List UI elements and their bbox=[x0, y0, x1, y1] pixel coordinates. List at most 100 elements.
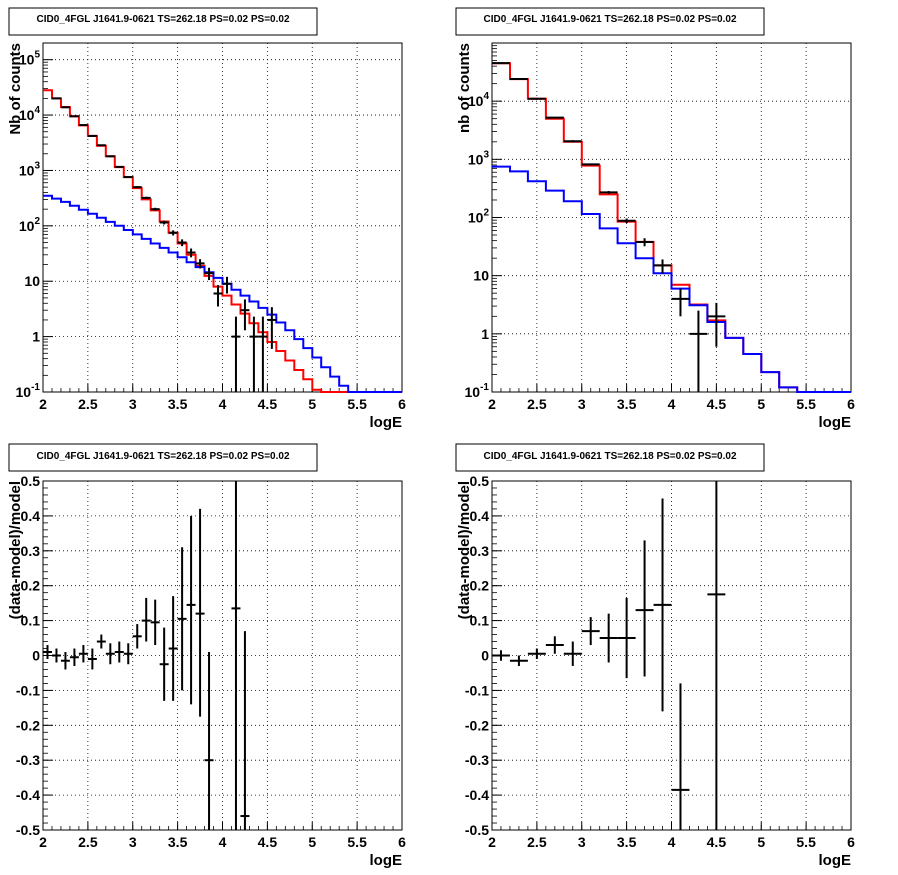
x-tick-label: 2 bbox=[39, 396, 47, 412]
y-tick-label: 0.4 bbox=[21, 508, 41, 524]
y-tick-label: -0.5 bbox=[465, 822, 489, 838]
chart-title-box bbox=[8, 443, 318, 472]
y-axis-label: Nb of counts bbox=[7, 43, 24, 135]
data-point bbox=[114, 165, 124, 168]
data-point bbox=[240, 299, 250, 331]
y-axis-label: (data-model)/model bbox=[456, 481, 473, 619]
y-tick-label: 102 bbox=[468, 208, 490, 226]
x-tick-label: 6 bbox=[847, 834, 855, 850]
data-point bbox=[96, 144, 106, 147]
data-point bbox=[204, 652, 214, 830]
y-tick-label: 1 bbox=[481, 326, 489, 342]
chart-title: CID0_4FGL J1641.9-0621 TS=262.18 PS=0.02… bbox=[36, 451, 289, 462]
x-tick-label: 3.5 bbox=[168, 396, 188, 412]
x-tick-label: 5 bbox=[757, 396, 765, 412]
data-point bbox=[159, 627, 169, 701]
x-tick-label: 4 bbox=[219, 396, 227, 412]
y-tick-label: 103 bbox=[468, 149, 490, 167]
y-tick-label: 0.5 bbox=[21, 473, 41, 489]
x-axis-label: logE bbox=[819, 414, 852, 431]
data-point bbox=[186, 248, 196, 258]
data-point bbox=[87, 134, 97, 137]
x-tick-label: 5.5 bbox=[347, 834, 367, 850]
x-tick-label: 4.5 bbox=[707, 834, 727, 850]
x-tick-label: 3 bbox=[129, 396, 137, 412]
data-point bbox=[51, 648, 61, 663]
x-tick-label: 6 bbox=[847, 396, 855, 412]
data-point bbox=[60, 652, 70, 670]
data-point bbox=[105, 643, 115, 665]
y-tick-label: -0.3 bbox=[16, 752, 40, 768]
data-point bbox=[249, 316, 259, 392]
y-tick-label: 0.1 bbox=[21, 613, 41, 629]
y-tick-label: 0.4 bbox=[470, 508, 490, 524]
x-axis-label: logE bbox=[819, 852, 852, 869]
data-point bbox=[141, 196, 151, 200]
data-point bbox=[671, 683, 690, 830]
x-tick-label: 5 bbox=[757, 834, 765, 850]
y-tick-label: 1 bbox=[32, 329, 40, 345]
x-tick-label: 2.5 bbox=[527, 834, 547, 850]
data-point bbox=[204, 267, 214, 281]
x-tick-label: 3.5 bbox=[617, 834, 637, 850]
data-point bbox=[51, 97, 61, 100]
data-point bbox=[132, 186, 142, 189]
data-point bbox=[258, 316, 268, 392]
data-point bbox=[509, 655, 528, 666]
x-tick-label: 2.5 bbox=[527, 396, 547, 412]
chart-title-box bbox=[455, 7, 765, 36]
data-point bbox=[168, 596, 178, 701]
data-point bbox=[195, 508, 205, 717]
data-point bbox=[653, 498, 672, 712]
y-tick-label: 0.5 bbox=[470, 473, 490, 489]
data-point bbox=[527, 648, 546, 659]
y-tick-label: 0 bbox=[481, 648, 489, 664]
source-model-histogram bbox=[492, 165, 851, 393]
plot-frame bbox=[491, 480, 852, 831]
x-tick-label: 4 bbox=[668, 396, 676, 412]
x-tick-label: 5 bbox=[308, 396, 316, 412]
chart-title: CID0_4FGL J1641.9-0621 TS=262.18 PS=0.02… bbox=[36, 14, 289, 25]
data-point bbox=[69, 648, 79, 666]
x-tick-label: 4.5 bbox=[258, 834, 278, 850]
data-point bbox=[509, 78, 528, 81]
plot-frame bbox=[491, 42, 852, 393]
y-tick-label: -0.3 bbox=[465, 752, 489, 768]
data-point bbox=[195, 259, 205, 269]
data-point bbox=[599, 613, 618, 663]
data-point bbox=[114, 641, 124, 663]
data-point bbox=[240, 631, 250, 830]
x-axis-label: logE bbox=[370, 414, 403, 431]
x-tick-label: 2 bbox=[39, 834, 47, 850]
y-tick-label: 102 bbox=[19, 216, 41, 234]
data-point bbox=[186, 515, 196, 705]
x-tick-label: 3 bbox=[578, 834, 586, 850]
data-point bbox=[707, 481, 726, 830]
data-point bbox=[43, 645, 52, 659]
data-point bbox=[231, 316, 241, 392]
chart-panel-top-left: CID0_4FGL J1641.9-0621 TS=262.18 PS=0.02… bbox=[7, 7, 406, 431]
data-point bbox=[545, 636, 564, 654]
data-point bbox=[671, 288, 690, 317]
chart-title: CID0_4FGL J1641.9-0621 TS=262.18 PS=0.02… bbox=[483, 14, 736, 25]
y-tick-label: 0.2 bbox=[470, 578, 490, 594]
x-tick-label: 3 bbox=[129, 834, 137, 850]
x-tick-label: 5.5 bbox=[796, 834, 816, 850]
chart-title-box bbox=[455, 443, 765, 472]
data-point bbox=[141, 597, 151, 642]
x-tick-label: 4 bbox=[219, 834, 227, 850]
y-tick-label: -0.5 bbox=[16, 822, 40, 838]
y-tick-label: 10-1 bbox=[16, 382, 41, 400]
chart-panel-bottom-right: CID0_4FGL J1641.9-0621 TS=262.18 PS=0.02… bbox=[455, 443, 855, 869]
y-tick-label: -0.1 bbox=[465, 682, 489, 698]
y-tick-label: 104 bbox=[468, 91, 490, 109]
data-point bbox=[492, 650, 510, 661]
data-point bbox=[599, 191, 618, 194]
y-tick-label: 10 bbox=[473, 268, 489, 284]
x-tick-label: 6 bbox=[398, 396, 406, 412]
data-point bbox=[563, 140, 582, 143]
y-tick-label: 104 bbox=[19, 105, 41, 123]
x-tick-label: 3.5 bbox=[168, 834, 188, 850]
y-axis-label: nb of counts bbox=[456, 43, 473, 133]
